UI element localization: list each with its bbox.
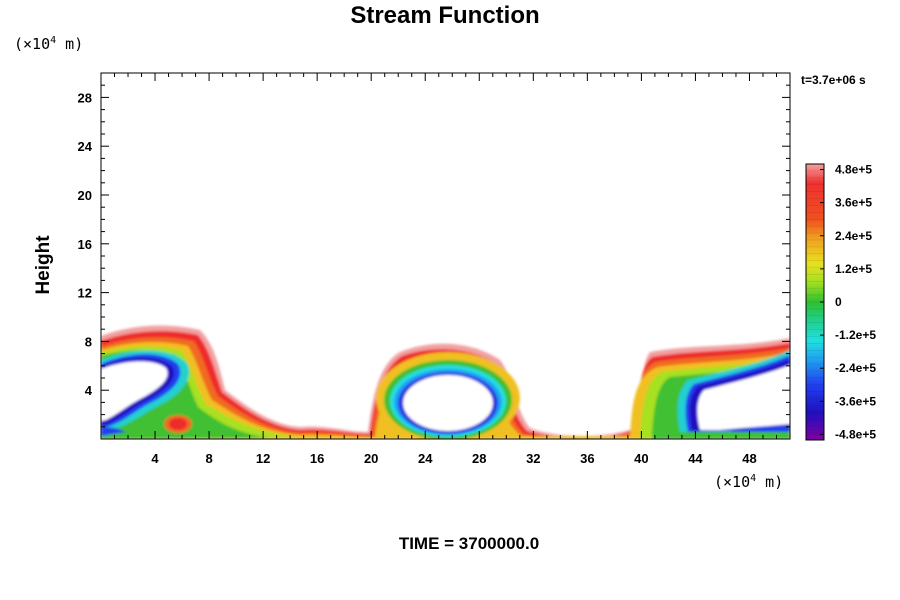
colorbar-ticks: 4.8e+5 3.6e+5 2.4e+5 1.2e+5 0 -1.2e+5 -2.4e+5 -… — [820, 163, 876, 441]
x-tick-label: 20 — [364, 451, 378, 466]
colorbar-tick-label: -3.6e+5 — [835, 394, 876, 408]
y-units-prefix: (×10 — [14, 35, 50, 53]
right-cell-inner-green — [659, 382, 676, 436]
x-tick-label: 44 — [688, 451, 703, 466]
timestamp-label: t=3.7e+06 s — [801, 73, 866, 87]
right-cell-core — [697, 365, 790, 430]
right-bottom-strip — [730, 425, 790, 432]
x-tick-label: 32 — [526, 451, 540, 466]
x-tick-label: 48 — [742, 451, 756, 466]
colorbar-tick-label: -2.4e+5 — [835, 361, 876, 375]
x-axis-ticks: 4 8 12 16 20 24 28 32 36 40 44 48 — [114, 73, 777, 466]
x-tick-label: 24 — [418, 451, 433, 466]
x-tick-label: 4 — [151, 451, 159, 466]
y-tick-label: 24 — [78, 139, 93, 154]
x-units-exponent: 4 — [750, 473, 756, 484]
colorbar-tick-label: 4.8e+5 — [835, 163, 872, 177]
x-units-prefix: (×10 — [714, 473, 750, 491]
y-axis-ticks: 4 8 12 16 20 24 28 — [78, 84, 790, 428]
colorbar-tick-label: -1.2e+5 — [835, 328, 876, 342]
x-tick-label: 40 — [634, 451, 648, 466]
x-tick-label: 36 — [580, 451, 594, 466]
colorbar-band-lines — [806, 170, 824, 434]
colorbar-gradient — [806, 164, 824, 440]
left-positive-blob-red — [169, 418, 187, 430]
left-bottom-strip — [101, 427, 126, 436]
chart-title: Stream Function — [350, 2, 539, 29]
footer-time: TIME = 3700000.0 — [399, 534, 539, 553]
x-tick-label: 28 — [472, 451, 486, 466]
mid-cell-core — [403, 375, 493, 431]
y-axis-units: (×104 m) — [14, 35, 83, 53]
colorbar-tick-label: 2.4e+5 — [835, 229, 872, 243]
stream-function-field — [101, 325, 790, 439]
y-units-exponent: 4 — [50, 35, 56, 46]
y-tick-label: 20 — [78, 188, 92, 203]
x-tick-label: 8 — [205, 451, 212, 466]
colorbar-tick-label: 0 — [835, 295, 842, 309]
y-tick-label: 28 — [78, 90, 92, 105]
y-tick-label: 8 — [85, 334, 92, 349]
x-axis-units: (×104 m) — [714, 473, 783, 491]
colorbar-tick-label: 3.6e+5 — [835, 196, 872, 210]
y-tick-label: 4 — [85, 383, 93, 398]
colorbar-tick-label: -4.8e+5 — [835, 427, 876, 441]
y-axis-label: Height — [33, 235, 54, 295]
x-tick-label: 12 — [256, 451, 270, 466]
colorbar: 4.8e+5 3.6e+5 2.4e+5 1.2e+5 0 -1.2e+5 -2.4e+5 -… — [805, 163, 876, 441]
left-cell-core — [101, 361, 168, 421]
y-tick-label: 12 — [78, 286, 92, 301]
x-tick-label: 16 — [310, 451, 324, 466]
y-units-suffix: m) — [56, 35, 83, 53]
y-tick-label: 16 — [78, 237, 92, 252]
colorbar-tick-label: 1.2e+5 — [835, 262, 872, 276]
x-units-suffix: m) — [756, 473, 783, 491]
